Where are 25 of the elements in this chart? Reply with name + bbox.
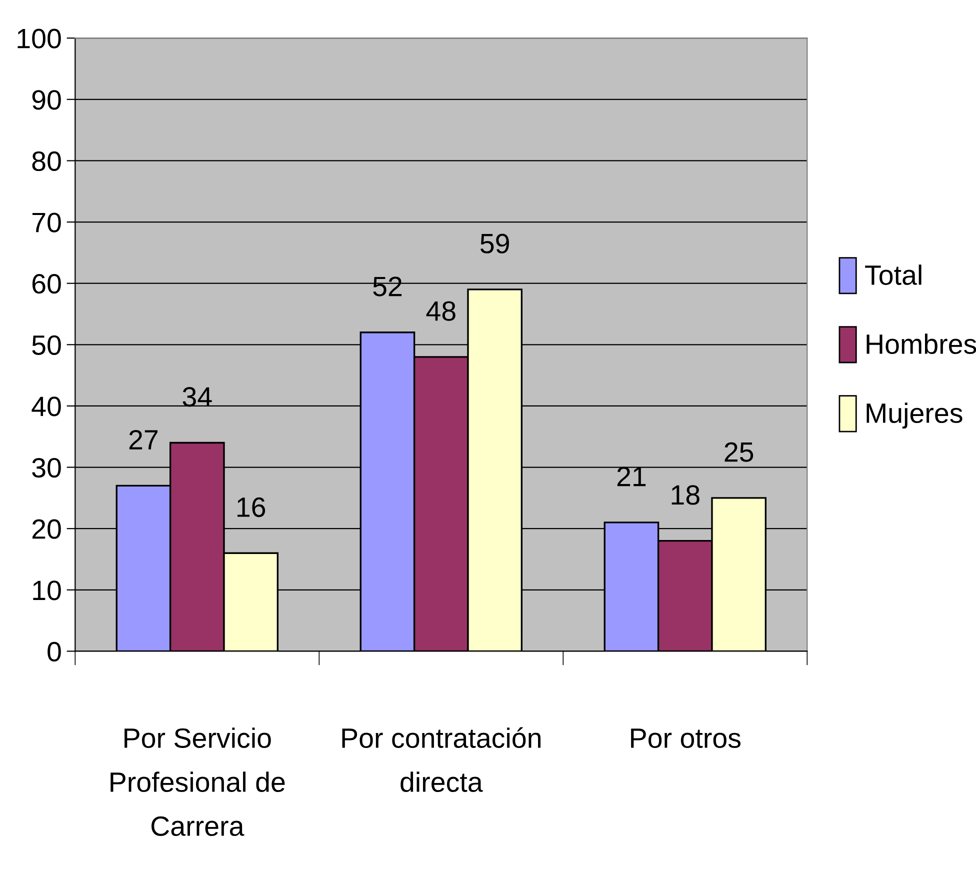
y-tick-label: 50: [32, 335, 61, 355]
y-tick-label: 90: [32, 90, 61, 110]
data-label: 18: [672, 485, 700, 505]
data-label: 34: [182, 387, 212, 407]
data-label: 25: [724, 442, 754, 462]
y-tick-label: 20: [32, 519, 61, 539]
data-label: 27: [129, 430, 158, 450]
x-tick-label: Por contratación directa: [342, 727, 540, 792]
legend-label: Hombres: [866, 334, 976, 354]
y-tick-label: 10: [33, 580, 61, 600]
data-label: 59: [480, 234, 509, 254]
y-tick-label: 30: [32, 458, 61, 478]
data-label: 16: [238, 497, 266, 518]
y-tick-label: 80: [32, 151, 61, 172]
y-tick-label: 100: [18, 28, 61, 48]
x-tick-label: Por otros: [631, 728, 740, 748]
legend-label: Mujeres: [866, 402, 962, 429]
legend-label: Total: [865, 264, 922, 285]
data-label: 48: [426, 301, 456, 321]
y-tick-label: 40: [32, 396, 61, 416]
data-label: 21: [617, 466, 646, 486]
y-tick-label: 0: [48, 642, 61, 662]
y-tick-label: 60: [32, 274, 61, 294]
x-tick-label: Por Servicio Profesional de Carrera: [110, 728, 285, 836]
y-tick-label: 70: [32, 212, 61, 232]
